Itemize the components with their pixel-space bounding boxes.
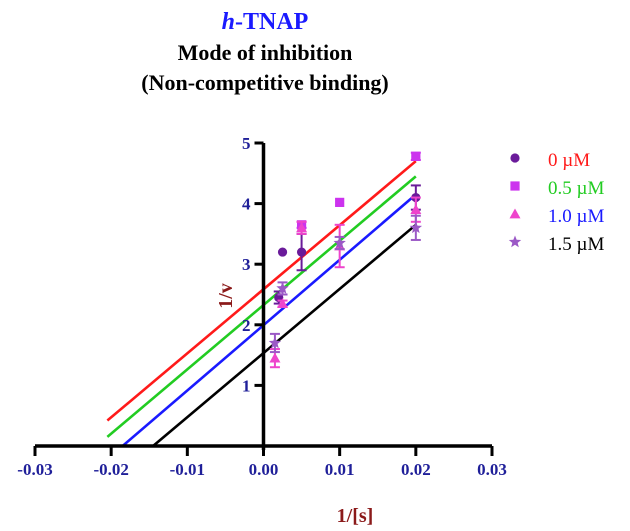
data-point-s2 [277,298,289,308]
fit-line-3 [152,223,417,447]
y-tick-label: 5 [242,134,251,153]
title-main: -TNAP [235,9,309,35]
data-point-s1 [411,151,421,161]
tick-labels: -0.03 -0.02 -0.01 0.00 0.01 0.02 0.03 1 2 3 4 5 [17,134,507,479]
fit-line-2 [121,193,417,447]
legend-label-1: 0.5 µM [548,178,604,199]
y-tick-label: 1 [242,376,251,395]
chart-title: h-TNAP [0,6,530,38]
data-point-s3 [276,281,289,294]
data-point-s0 [277,247,288,257]
data-points [268,151,423,369]
x-tick-label: 0.02 [401,460,431,479]
x-tick-label: -0.01 [170,460,205,479]
data-point-s2 [296,222,308,233]
fit-line-0 [106,160,417,422]
x-tick-label: -0.03 [17,460,52,479]
legend-marker-0 [510,153,520,163]
y-tick-label: 4 [242,195,251,214]
x-axis-label: 1/[s] [337,505,374,527]
y-axis-label: 1/v [215,283,237,309]
x-tick-label: 0.03 [477,460,507,479]
data-point-s3 [268,336,282,349]
chart-subtitle-2: (Non-competitive binding) [141,70,389,95]
data-point-s2 [269,352,281,363]
legend-label-3: 1.5 µM [548,234,604,255]
legend-label-2: 1.0 µM [548,206,604,227]
data-point-s3 [333,236,346,249]
legend: 0 µM 0.5 µM 1.0 µM 1.5 µM [508,150,604,255]
data-point-s2 [410,204,422,215]
fit-line-1 [106,175,417,438]
chart-subtitle: Mode of inhibition [177,40,353,65]
data-point-s1 [335,197,345,207]
legend-marker-2 [509,208,521,219]
data-point-s0 [296,247,307,257]
chart-title-block: h-TNAP Mode of inhibition (Non-competiti… [0,6,530,98]
data-point-s3 [409,221,423,234]
axes [33,141,494,456]
x-tick-label: -0.02 [93,460,128,479]
legend-marker-1 [510,181,520,191]
fit-lines [106,160,417,447]
x-tick-label: 0.00 [249,460,279,479]
x-tick-label: 0.01 [325,460,355,479]
legend-label-0: 0 µM [548,150,590,171]
title-prefix: h [221,9,236,35]
y-tick-label: 2 [242,316,251,335]
y-tick-label: 3 [242,255,251,274]
legend-marker-3 [508,235,522,248]
